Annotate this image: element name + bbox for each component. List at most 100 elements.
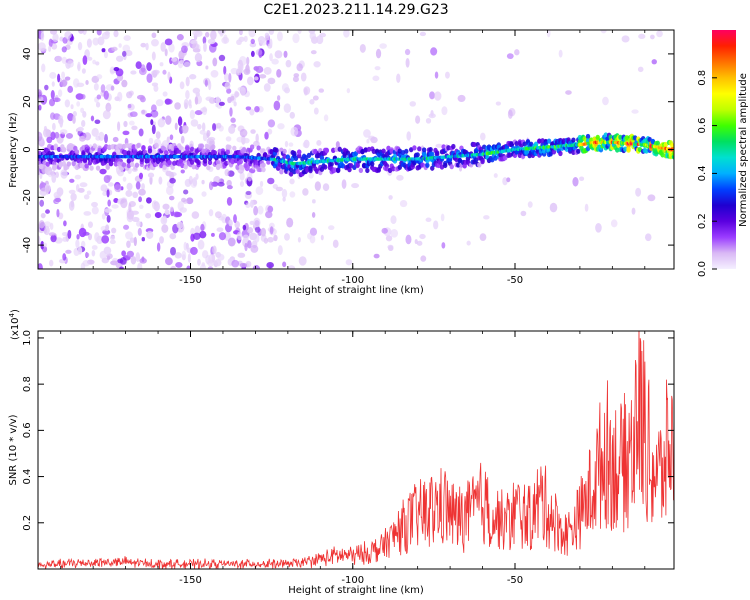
noise-speckle [322, 183, 330, 192]
noise-speckle [335, 141, 340, 149]
noise-speckle [185, 90, 190, 100]
noise-speckle [40, 212, 46, 219]
noise-speckle [266, 262, 274, 269]
noise-speckle [445, 71, 450, 79]
colorbar-tick-label: 0.8 [697, 70, 708, 86]
noise-speckle [210, 30, 217, 41]
noise-speckle [91, 249, 96, 257]
noise-speckle [158, 176, 163, 185]
ridge-blob [220, 150, 226, 156]
ridge-blob [443, 162, 448, 169]
ridge-blob [256, 145, 261, 151]
noise-speckle [190, 119, 199, 127]
noise-speckle [192, 176, 197, 187]
snr-y-axis-label: SNR (10 * v/v) [8, 414, 19, 485]
noise-speckle [249, 199, 254, 208]
noise-speckle [466, 240, 471, 246]
noise-speckle [274, 50, 283, 59]
ridge-blob [241, 147, 247, 153]
spectrogram-heatmap [38, 30, 674, 269]
noise-speckle [236, 231, 243, 241]
noise-speckle [40, 187, 48, 193]
noise-speckle [183, 189, 189, 195]
noise-speckle [138, 172, 144, 180]
noise-speckle [216, 227, 224, 233]
noise-speckle [183, 61, 191, 68]
y-tick-label: -40 [22, 237, 33, 253]
noise-speckle [245, 64, 250, 74]
ridge-blob [456, 162, 461, 168]
ridge-blob [191, 164, 196, 170]
noise-speckle [118, 43, 122, 48]
noise-speckle [155, 131, 161, 139]
noise-speckle [96, 30, 102, 36]
noise-speckle [259, 74, 267, 79]
ridge-blob [548, 151, 553, 157]
noise-speckle [434, 71, 439, 79]
ridge-blob [123, 150, 128, 156]
noise-speckle [126, 240, 131, 249]
noise-speckle [192, 30, 200, 36]
noise-speckle [129, 111, 138, 118]
noise-speckle [195, 91, 200, 97]
noise-speckle [185, 242, 189, 250]
ridge-blob [603, 132, 609, 138]
noise-speckle [156, 242, 161, 252]
noise-speckle [40, 31, 45, 42]
noise-speckle [387, 244, 394, 250]
noise-speckle [244, 242, 248, 252]
noise-speckle [207, 266, 214, 269]
noise-speckle [187, 253, 191, 263]
noise-speckle [239, 181, 245, 188]
y-tick-label: 20 [22, 95, 33, 108]
noise-speckle [167, 71, 171, 81]
noise-speckle [41, 63, 46, 73]
noise-speckle [146, 230, 154, 239]
ridge-blob [546, 138, 552, 144]
ridge-blob [477, 162, 482, 168]
noise-speckle [300, 72, 307, 82]
noise-speckle [122, 176, 127, 182]
noise-speckle [54, 237, 63, 244]
noise-speckle [166, 185, 174, 196]
noise-speckle [650, 34, 655, 40]
noise-speckle [165, 170, 173, 177]
noise-speckle [514, 49, 520, 56]
ridge-blob [446, 145, 451, 151]
noise-speckle [39, 199, 45, 207]
ridge-blob [571, 137, 576, 143]
ridge-blob [92, 143, 97, 149]
noise-speckle [297, 236, 301, 243]
noise-speckle [435, 143, 443, 148]
noise-speckle [234, 221, 240, 229]
noise-speckle [359, 43, 366, 53]
noise-speckle [161, 224, 169, 233]
noise-speckle [250, 38, 255, 45]
noise-speckle [135, 181, 141, 190]
noise-speckle [50, 131, 56, 141]
noise-speckle [77, 126, 84, 132]
noise-speckle [49, 112, 56, 120]
noise-speckle [319, 32, 327, 38]
noise-speckle [549, 202, 558, 213]
noise-speckle [171, 57, 178, 62]
ridge-blob [266, 159, 271, 165]
noise-speckle [64, 31, 72, 40]
ridge-blob [89, 165, 94, 171]
noise-speckle [506, 177, 511, 183]
noise-speckle [49, 30, 58, 35]
noise-speckle [638, 33, 646, 40]
noise-speckle [257, 36, 266, 44]
noise-speckle [292, 33, 300, 44]
noise-speckle [101, 31, 110, 40]
noise-speckle [223, 65, 227, 75]
noise-speckle [267, 177, 275, 185]
noise-speckle [314, 181, 321, 191]
noise-speckle [67, 85, 74, 93]
noise-speckle [91, 127, 99, 137]
noise-speckle [441, 242, 446, 249]
ridge-blob [232, 145, 237, 151]
noise-speckle [208, 181, 214, 191]
noise-speckle [136, 94, 145, 100]
